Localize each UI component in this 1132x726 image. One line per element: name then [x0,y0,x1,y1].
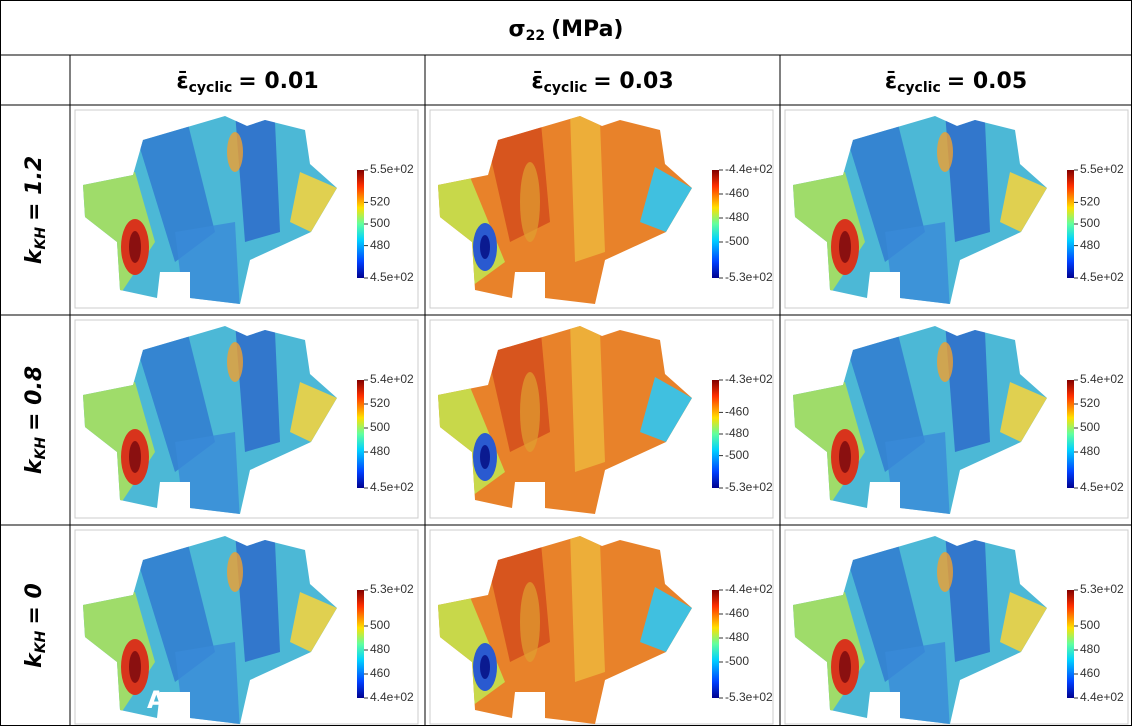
colorbar-label: 480 [1080,238,1100,252]
colorbar-label: -480 [725,630,749,644]
row-header-base: k [22,652,47,668]
stress-map-panel: -4.3e+02 -460 -480 -500 -5.3e+02 [429,319,774,519]
colorbar [712,170,719,278]
stress-map-panel: -4.4e+02 -460 -480 -500 -5.3e+02 [429,529,774,725]
column-header-rest: = 0.03 [593,69,673,94]
row-header-rest: = 1.2 [22,156,47,221]
column-header-sub: cyclic [189,80,233,96]
colorbar-label: -5.3e+02 [725,270,773,284]
row-header-sub: KH [33,437,49,460]
row-header: kKH = 0.8 [22,366,49,474]
colorbar [712,380,719,488]
colorbar-label: 460 [1080,666,1100,680]
colorbar-label: 4.4e+02 [370,690,414,704]
colorbar-label: -4.4e+02 [725,162,773,176]
colorbar-label: 500 [370,618,390,632]
colorbar-label: 460 [370,666,390,680]
colorbar [357,170,364,278]
row-header-rest: = 0.8 [22,366,47,431]
colorbar-label: 5.5e+02 [370,162,414,176]
stress-map-panel: -4.4e+02 -460 -480 -500 -5.3e+02 [429,109,774,309]
colorbar-label: -500 [725,448,749,462]
colorbar-label: 500 [370,216,390,230]
row-header-sub: KH [33,227,49,250]
colorbar-label: -4.4e+02 [725,582,773,596]
stress-map-panel: 5.5e+02 520 500 480 4.5e+02 [784,109,1129,309]
column-header-base: ε̄ [176,69,188,94]
colorbar-label: -5.3e+02 [725,690,773,704]
colorbar [1067,170,1074,278]
column-header-base: ε̄ [531,69,543,94]
colorbar-label: 480 [370,238,390,252]
colorbar-label: 520 [370,195,390,209]
row-header-base: k [22,248,47,264]
colorbar-label: -460 [725,186,749,200]
colorbar [357,590,364,698]
colorbar-label: 500 [1080,618,1100,632]
colorbar-label: 520 [370,396,390,410]
colorbar-label: 5.3e+02 [370,582,414,596]
colorbar-label: -5.3e+02 [725,480,773,494]
colorbar-label: 4.5e+02 [1080,480,1124,494]
colorbar-label: 5.4e+02 [1080,372,1124,386]
stress-map-panel: 5.3e+02 500 480 460 4.4e+02 [784,529,1129,725]
column-header-sub: cyclic [544,80,588,96]
column-header-base: ε̄ [885,69,897,94]
point-annotation: A [147,686,166,714]
colorbar-label: -480 [725,210,749,224]
colorbar-label: -500 [725,234,749,248]
stress-map-panel: 5.5e+02 520 500 480 4.5e+02 [74,109,419,309]
column-header-rest: = 0.01 [238,69,318,94]
row-header: kKH = 1.2 [22,156,49,264]
colorbar [1067,380,1074,488]
column-header-rest: = 0.05 [947,69,1027,94]
colorbar-label: -460 [725,405,749,419]
stress-map-panel: A 5.3e+02 500 480 460 4.4e+02 [74,529,419,725]
colorbar [357,380,364,488]
colorbar-label: 5.5e+02 [1080,162,1124,176]
colorbar [712,590,719,698]
colorbar-label: 520 [1080,195,1100,209]
colorbar-label: 4.5e+02 [370,480,414,494]
row-header-base: k [22,458,47,474]
colorbar-label: 480 [1080,444,1100,458]
colorbar-label: 4.5e+02 [1080,270,1124,284]
stress-map-panel: 5.4e+02 520 500 480 4.5e+02 [74,319,419,519]
row-header-sub: KH [33,630,49,653]
row-header-rest: = 0 [22,583,47,624]
colorbar-label: 480 [370,444,390,458]
colorbar-label: 4.5e+02 [370,270,414,284]
colorbar-label: -480 [725,426,749,440]
colorbar-label: 5.4e+02 [370,372,414,386]
table-title: σ22 (MPa) [508,17,623,44]
column-header: ε̄cyclic = 0.01 [176,69,318,96]
colorbar-label: -460 [725,606,749,620]
colorbar [1067,590,1074,698]
stress-map-panel: 5.4e+02 520 500 480 4.5e+02 [784,319,1129,519]
colorbar-label: 500 [370,420,390,434]
colorbar-label: 4.4e+02 [1080,690,1124,704]
column-header: ε̄cyclic = 0.05 [885,69,1027,96]
colorbar-label: -500 [725,654,749,668]
colorbar-label: -4.3e+02 [725,372,773,386]
column-header: ε̄cyclic = 0.03 [531,69,673,96]
colorbar-label: 480 [1080,642,1100,656]
row-header: kKH = 0 [22,583,49,668]
column-header-sub: cyclic [897,80,941,96]
colorbar-label: 480 [370,642,390,656]
colorbar-label: 500 [1080,420,1100,434]
colorbar-label: 5.3e+02 [1080,582,1124,596]
colorbar-label: 520 [1080,396,1100,410]
colorbar-label: 500 [1080,216,1100,230]
